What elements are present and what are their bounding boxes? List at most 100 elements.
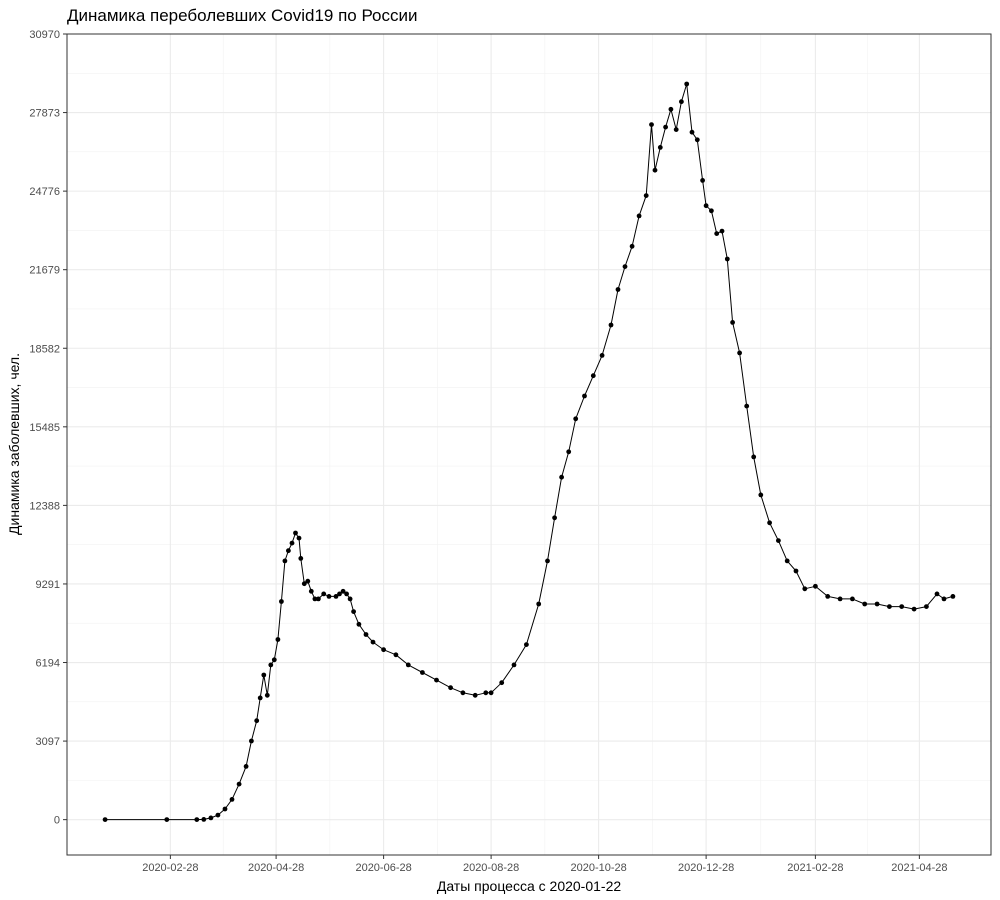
x-tick-label: 2020-02-28 [142, 862, 198, 874]
data-point [911, 606, 917, 612]
y-tick-label: 21679 [29, 265, 60, 277]
data-point [714, 231, 720, 237]
data-point [545, 558, 550, 564]
data-point [340, 588, 346, 594]
data-point [652, 167, 658, 173]
data-point [243, 764, 249, 769]
data-point [312, 596, 318, 602]
chart-title: Динамика переболевших Covid19 по России [67, 6, 418, 25]
x-tick-label: 2020-12-28 [678, 862, 734, 874]
data-point [344, 591, 349, 597]
y-axis-title: Динамика заболевших, чел. [6, 353, 22, 535]
data-point [694, 137, 700, 143]
data-point [813, 583, 818, 589]
data-point [784, 558, 790, 564]
data-point [793, 568, 799, 574]
y-tick-label: 24776 [29, 186, 60, 198]
y-tick-label: 30970 [29, 29, 60, 41]
data-point [657, 145, 663, 150]
data-point [102, 817, 108, 822]
data-point [862, 601, 868, 607]
data-point [305, 578, 311, 584]
data-point [293, 530, 298, 536]
data-point [286, 548, 291, 554]
data-point [351, 609, 356, 614]
data-point [724, 256, 730, 262]
data-point [499, 680, 505, 686]
data-point [850, 596, 855, 602]
data-point [308, 588, 314, 594]
data-point [700, 178, 705, 183]
data-point [370, 639, 376, 645]
data-point [837, 596, 843, 602]
data-point [296, 535, 302, 541]
data-point [321, 591, 327, 597]
data-point [393, 652, 399, 658]
data-point [802, 586, 808, 592]
data-point [271, 657, 277, 663]
data-point [511, 662, 517, 668]
data-point [566, 449, 572, 455]
data-point [887, 604, 892, 609]
data-point [316, 596, 321, 602]
data-point [254, 718, 260, 724]
data-point [301, 581, 307, 587]
y-tick-label: 27873 [29, 108, 60, 120]
data-point [559, 474, 564, 480]
data-point [719, 228, 725, 234]
x-tick-label: 2020-04-28 [248, 862, 304, 874]
data-point [825, 594, 831, 599]
series-point-layer [102, 81, 956, 822]
y-tick-label: 12388 [29, 500, 60, 512]
data-point [229, 797, 235, 802]
data-point [751, 454, 757, 460]
y-tick-label: 6194 [36, 658, 60, 670]
data-point [663, 124, 668, 130]
x-tick-label: 2020-06-28 [355, 862, 411, 874]
data-point [950, 594, 956, 599]
data-point [222, 806, 228, 812]
data-point [941, 596, 947, 602]
data-point [874, 601, 880, 607]
data-point [673, 127, 679, 132]
data-point [679, 99, 684, 105]
data-point [573, 416, 579, 422]
data-point [536, 601, 542, 607]
data-point [599, 353, 605, 358]
data-point [215, 812, 221, 818]
data-point [326, 594, 332, 599]
data-point [668, 106, 674, 112]
data-point [703, 203, 709, 209]
data-point [164, 817, 170, 822]
data-point [615, 287, 621, 292]
data-point [420, 670, 425, 675]
data-point [257, 695, 263, 701]
data-point [483, 690, 489, 696]
data-point [636, 213, 642, 219]
data-point [924, 604, 929, 609]
data-point [629, 243, 635, 249]
data-point [622, 264, 628, 269]
y-tick-label: 9291 [36, 579, 60, 591]
data-point [767, 520, 772, 526]
series-line [105, 83, 954, 821]
data-point [208, 815, 214, 821]
data-point [709, 208, 714, 214]
data-point [356, 621, 362, 627]
data-point [264, 692, 270, 698]
x-tick-label: 2021-04-28 [891, 862, 947, 874]
data-point [934, 591, 940, 597]
data-point [684, 81, 690, 87]
data-point [298, 556, 304, 561]
x-tick-label: 2020-08-28 [463, 862, 519, 874]
data-point [730, 320, 735, 325]
data-point [282, 558, 288, 564]
data-point [434, 677, 439, 683]
data-point [249, 738, 254, 744]
data-point [608, 322, 614, 328]
data-point [776, 538, 781, 543]
y-tick-label: 0 [54, 815, 60, 827]
x-axis-title: Даты процесса с 2020-01-22 [437, 878, 622, 894]
data-point [488, 690, 494, 696]
